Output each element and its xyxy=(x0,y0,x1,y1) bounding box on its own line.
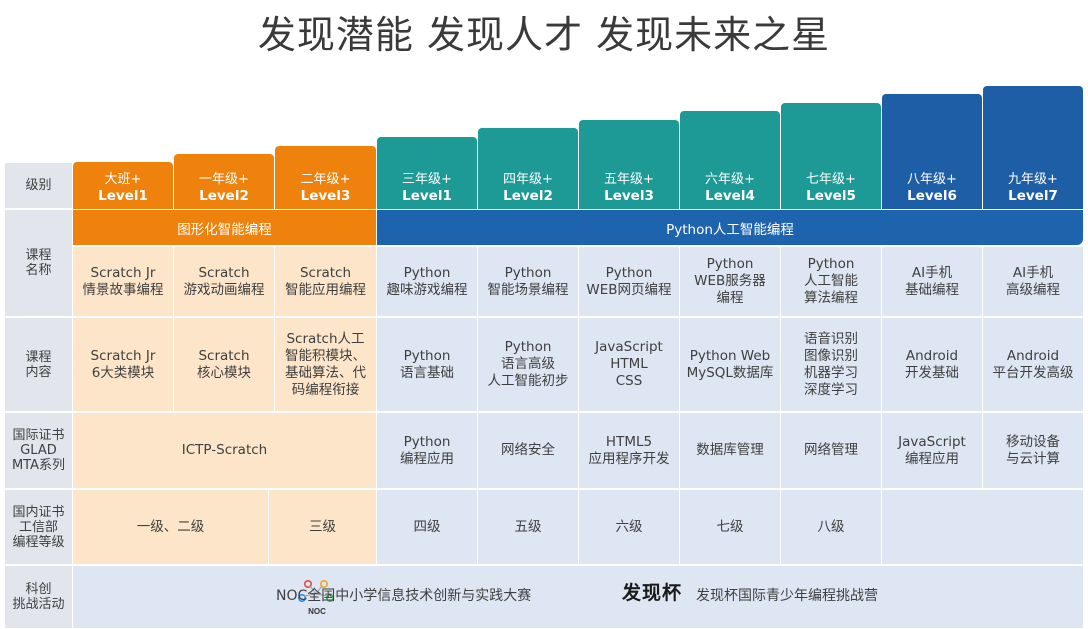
noc-logo-text: NOC xyxy=(308,607,326,616)
course-content-cell: Python 语言基础 xyxy=(377,318,477,411)
level-header: 二年级+ Level3 xyxy=(275,146,376,209)
row-label-domestic-cert: 国内证书 工信部 编程等级 xyxy=(5,490,72,564)
level-grade: 七年级+ xyxy=(806,172,856,187)
course-content-cell: Scratch人工 智能积模块、 基础算法、代 码编程衔接 xyxy=(275,318,376,411)
domestic-cert-empty xyxy=(882,490,1083,564)
level-header: 七年级+ Level5 xyxy=(781,103,881,209)
level-header: 三年级+ Level1 xyxy=(377,137,477,209)
level-number: Level3 xyxy=(604,188,654,204)
intl-cert-cell: 网络安全 xyxy=(478,413,578,488)
faxianbei-camp-label: 发现杯国际青少年编程挑战营 xyxy=(696,588,878,604)
level-grade: 八年级+ xyxy=(907,172,957,187)
course-name-cell: Scratch Jr 情景故事编程 xyxy=(73,247,173,316)
level-header: 四年级+ Level2 xyxy=(478,128,578,209)
level-number: Level1 xyxy=(98,188,148,204)
level-header: 一年级+ Level2 xyxy=(174,154,274,209)
course-name-cell: Python 智能场景编程 xyxy=(478,247,578,316)
noc-competition-label: NOC全国中小学信息技术创新与实践大赛 xyxy=(276,588,532,604)
track-band-graphical: 图形化智能编程 xyxy=(73,210,376,245)
row-label-course-content: 课程 内容 xyxy=(5,318,72,411)
faxianbei-logo: 发现杯 xyxy=(622,582,683,604)
domestic-cert-cell: 五级 xyxy=(478,490,578,564)
level-number: Level4 xyxy=(705,188,755,204)
course-name-cell: AI手机 高级编程 xyxy=(983,247,1083,316)
level-grade: 五年级+ xyxy=(604,172,654,187)
activities-row: NOC NOC全国中小学信息技术创新与实践大赛 发现杯 发现杯国际青少年编程挑战… xyxy=(73,566,1083,628)
intl-cert-cell: HTML5 应用程序开发 xyxy=(579,413,679,488)
row-label-course-name: 课程 名称 xyxy=(5,210,72,316)
level-number: Level2 xyxy=(199,188,249,204)
level-grade: 二年级+ xyxy=(300,172,351,187)
level-number: Level3 xyxy=(300,188,351,204)
level-header: 大班+ Level1 xyxy=(73,162,173,209)
level-grade: 六年级+ xyxy=(705,172,755,187)
intl-cert-cell: 网络管理 xyxy=(781,413,881,488)
intl-cert-cell: 移动设备 与云计算 xyxy=(983,413,1083,488)
course-name-cell: Python 人工智能 算法编程 xyxy=(781,247,881,316)
course-content-cell: 语音识别 图像识别 机器学习 深度学习 xyxy=(781,318,881,411)
intl-cert-cell: Python 编程应用 xyxy=(377,413,477,488)
row-label-intl-cert: 国际证书 GLAD MTA系列 xyxy=(5,413,72,488)
level-header: 六年级+ Level4 xyxy=(680,111,780,209)
intl-cert-cell: JavaScript 编程应用 xyxy=(882,413,982,488)
row-label-activities: 科创 挑战活动 xyxy=(5,566,72,628)
level-header: 九年级+ Level7 xyxy=(983,86,1083,209)
level-number: Level5 xyxy=(806,188,856,204)
page-title: 发现潜能 发现人才 发现未来之星 xyxy=(257,13,831,57)
course-name-cell: Python WEB网页编程 xyxy=(579,247,679,316)
course-content-cell: Scratch Jr 6大类模块 xyxy=(73,318,173,411)
level-number: Level1 xyxy=(402,188,452,204)
course-name-cell: Python WEB服务器 编程 xyxy=(680,247,780,316)
course-content-cell: Python 语言高级 人工智能初步 xyxy=(478,318,578,411)
course-name-cell: Python 趣味游戏编程 xyxy=(377,247,477,316)
course-content-cell: Scratch 核心模块 xyxy=(174,318,274,411)
level-number: Level2 xyxy=(503,188,553,204)
noc-logo-icon: NOC xyxy=(298,580,334,616)
level-header: 五年级+ Level3 xyxy=(579,120,679,209)
intl-cert-scratch: ICTP-Scratch xyxy=(73,413,376,488)
course-name-cell: Scratch 游戏动画编程 xyxy=(174,247,274,316)
level-grade: 九年级+ xyxy=(1008,172,1058,187)
domestic-cert-cell: 七级 xyxy=(680,490,780,564)
level-number: Level6 xyxy=(907,188,957,204)
course-content-cell: JavaScript HTML CSS xyxy=(579,318,679,411)
level-header: 八年级+ Level6 xyxy=(882,94,982,209)
course-content-cell: Python Web MySQL数据库 xyxy=(680,318,780,411)
intl-cert-cell: 数据库管理 xyxy=(680,413,780,488)
level-grade: 三年级+ xyxy=(402,172,452,187)
course-name-cell: AI手机 基础编程 xyxy=(882,247,982,316)
domestic-cert-cell: 八级 xyxy=(781,490,881,564)
course-content-cell: Android 平台开发高级 xyxy=(983,318,1083,411)
level-grade: 大班+ xyxy=(104,172,142,187)
domestic-cert-cell: 六级 xyxy=(579,490,679,564)
course-content-cell: Android 开发基础 xyxy=(882,318,982,411)
course-name-cell: Scratch 智能应用编程 xyxy=(275,247,376,316)
domestic-cert-cell: 三级 xyxy=(269,490,376,564)
level-number: Level7 xyxy=(1008,188,1058,204)
level-grade: 一年级+ xyxy=(199,172,249,187)
track-band-python: Python人工智能编程 xyxy=(377,210,1083,245)
domestic-cert-first: 一级、二级 xyxy=(73,490,268,564)
domestic-cert-cell: 四级 xyxy=(377,490,477,564)
row-label-level: 级别 xyxy=(5,163,72,208)
level-grade: 四年级+ xyxy=(503,172,553,187)
